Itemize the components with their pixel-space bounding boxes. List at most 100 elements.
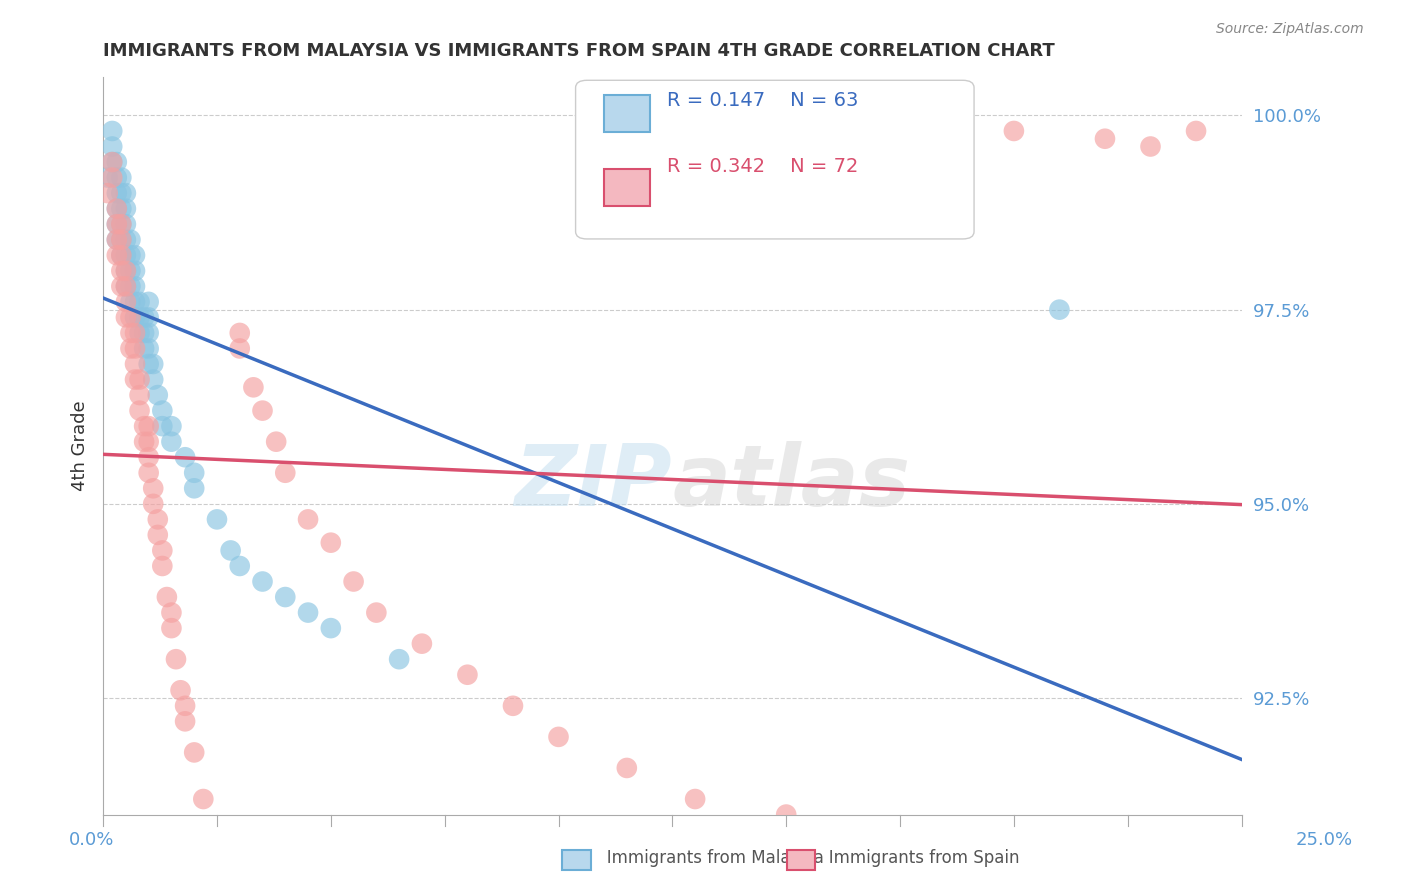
Point — [616, 761, 638, 775]
Point — [683, 792, 706, 806]
Point — [101, 124, 124, 138]
Point — [138, 419, 160, 434]
Point — [115, 294, 138, 309]
Point — [174, 714, 197, 729]
Point — [120, 279, 142, 293]
Point — [120, 248, 142, 262]
Point — [105, 248, 128, 262]
Point — [105, 202, 128, 216]
FancyBboxPatch shape — [575, 80, 974, 239]
Point — [124, 373, 146, 387]
Point — [183, 466, 205, 480]
Point — [124, 279, 146, 293]
Point — [150, 559, 173, 574]
Point — [1139, 139, 1161, 153]
Point — [120, 326, 142, 340]
Point — [110, 217, 132, 231]
Point — [274, 466, 297, 480]
Point — [110, 217, 132, 231]
Text: Immigrants from Malaysia: Immigrants from Malaysia — [591, 849, 824, 867]
Point — [342, 574, 364, 589]
Point — [128, 310, 150, 325]
Point — [105, 186, 128, 200]
Point — [146, 512, 169, 526]
Text: 0.0%: 0.0% — [69, 831, 114, 849]
Point — [138, 326, 160, 340]
Point — [128, 403, 150, 417]
Point — [775, 807, 797, 822]
Point — [97, 170, 120, 185]
Point — [105, 233, 128, 247]
Point — [205, 838, 228, 853]
Point — [124, 326, 146, 340]
Text: ZIP: ZIP — [515, 441, 672, 524]
Point — [110, 186, 132, 200]
Point — [132, 326, 155, 340]
Text: atlas: atlas — [672, 441, 911, 524]
Point — [120, 233, 142, 247]
Point — [105, 202, 128, 216]
Point — [142, 497, 165, 511]
Point — [138, 434, 160, 449]
Point — [105, 217, 128, 231]
Point — [174, 698, 197, 713]
Point — [110, 170, 132, 185]
Point — [115, 279, 138, 293]
Point — [1094, 132, 1116, 146]
Point — [124, 310, 146, 325]
Point — [366, 606, 388, 620]
Point — [229, 326, 252, 340]
Point — [1002, 124, 1025, 138]
Point — [138, 357, 160, 371]
Point — [105, 170, 128, 185]
Point — [124, 342, 146, 356]
Point — [165, 652, 187, 666]
Point — [866, 823, 889, 838]
Point — [132, 310, 155, 325]
Point — [193, 792, 215, 806]
Point — [205, 512, 228, 526]
Text: Immigrants from Spain: Immigrants from Spain — [813, 849, 1019, 867]
Text: R = 0.342    N = 72: R = 0.342 N = 72 — [666, 157, 858, 176]
Point — [115, 264, 138, 278]
Point — [138, 342, 160, 356]
Point — [456, 667, 478, 681]
Point — [110, 233, 132, 247]
Point — [101, 170, 124, 185]
Point — [120, 342, 142, 356]
Point — [124, 264, 146, 278]
Point — [1185, 124, 1208, 138]
Point — [128, 326, 150, 340]
Point — [160, 434, 183, 449]
Point — [411, 637, 433, 651]
Point — [101, 155, 124, 169]
Point — [229, 342, 252, 356]
Point — [105, 155, 128, 169]
Point — [124, 294, 146, 309]
Point — [142, 481, 165, 495]
Point — [124, 248, 146, 262]
Point — [110, 264, 132, 278]
Point — [132, 342, 155, 356]
Point — [242, 380, 264, 394]
Point — [115, 202, 138, 216]
Point — [183, 746, 205, 760]
Point — [101, 155, 124, 169]
Point — [105, 233, 128, 247]
Point — [205, 823, 228, 838]
Point — [547, 730, 569, 744]
Text: R = 0.147    N = 63: R = 0.147 N = 63 — [666, 91, 858, 110]
Point — [160, 606, 183, 620]
Point — [110, 248, 132, 262]
Point — [174, 450, 197, 465]
Point — [115, 186, 138, 200]
Point — [110, 279, 132, 293]
Point — [110, 248, 132, 262]
Point — [150, 403, 173, 417]
Point — [128, 294, 150, 309]
Point — [115, 248, 138, 262]
Point — [502, 698, 524, 713]
Point — [115, 264, 138, 278]
Text: Source: ZipAtlas.com: Source: ZipAtlas.com — [1216, 22, 1364, 37]
Point — [146, 528, 169, 542]
